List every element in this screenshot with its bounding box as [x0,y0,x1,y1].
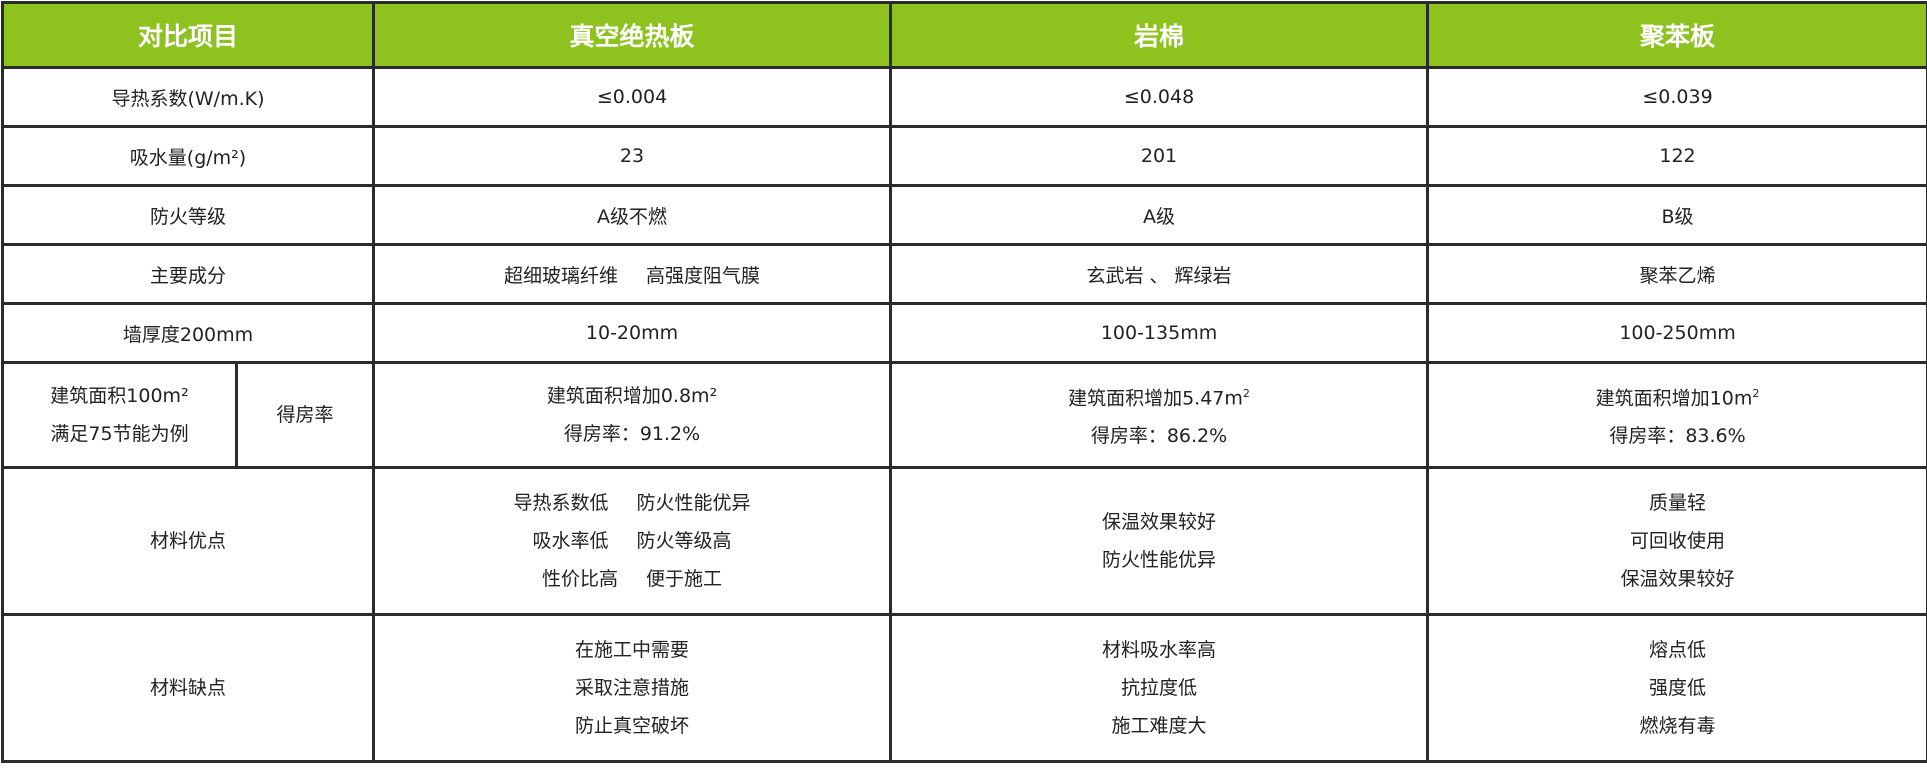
cell-text: 防止真空破坏 [375,707,889,745]
cell-text: 建筑面积增加5.47m [1068,387,1243,409]
row-label: 导热系数(W/m.K) [3,68,374,127]
cell: 保温效果较好防火性能优异 [891,468,1428,615]
cell-text: 采取注意措施 [375,669,889,707]
label-line: 建筑面积100m² [4,377,235,415]
header-row: 对比项目 真空绝热板 岩棉 聚苯板 [3,3,1927,68]
cell: 质量轻可回收使用保温效果较好 [1428,468,1927,615]
cell: B级 [1428,186,1927,245]
cell-text: 燃烧有毒 [1429,707,1926,745]
cell-text: 高强度阻气膜 [646,265,760,287]
cell-text: 熔点低 [1429,631,1926,669]
row-label: 墙厚度200mm [3,304,374,363]
table-row: 主要成分 超细玻璃纤维 高强度阻气膜 玄武岩 、 辉绿岩 聚苯乙烯 [3,245,1927,304]
cell: 超细玻璃纤维 高强度阻气膜 [374,245,891,304]
superscript: 2 [1752,387,1759,400]
header-item: 对比项目 [3,3,374,68]
cell: A级 [891,186,1428,245]
cell-text: 抗拉度低 [892,669,1426,707]
table-row: 材料优点 导热系数低防火性能优异 吸水率低防火等级高 性价比高便于施工 保温效果… [3,468,1927,615]
cell: 122 [1428,127,1927,186]
header-vacuum-panel: 真空绝热板 [374,3,891,68]
row-label: 材料优点 [3,468,374,615]
cell-text: 防火等级高 [637,530,732,552]
cell-text: 得房率：83.6% [1429,417,1926,455]
cell-text: 建筑面积增加10m [1596,387,1753,409]
cell-text: 吸水率低 防火等级高 [375,522,889,560]
cell-text: 防火性能优异 [637,492,751,514]
cell: 玄武岩 、 辉绿岩 [891,245,1428,304]
cell-text: 强度低 [1429,669,1926,707]
cell: 100-135mm [891,304,1428,363]
cell: 10-20mm [374,304,891,363]
cell-text: 得房率：86.2% [892,417,1426,455]
cell-text: 施工难度大 [892,707,1426,745]
row-label: 防火等级 [3,186,374,245]
cell-text: 在施工中需要 [375,631,889,669]
cell: ≤0.004 [374,68,891,127]
cell-text: 建筑面积增加10m2 [1429,375,1926,417]
cell: ≤0.039 [1428,68,1927,127]
cell: 导热系数低 防火性能优异 吸水率低 防火等级高 性价比高 便于施工 [374,468,891,615]
cell-text: 材料吸水率高 [892,631,1426,669]
cell-text: 防火性能优异 [892,541,1426,579]
row-label: 主要成分 [3,245,374,304]
cell-text: 性价比高 便于施工 [375,560,889,598]
cell-text: 可回收使用 [1429,522,1926,560]
table-row: 吸水量(g/m²) 23 201 122 [3,127,1927,186]
cell-text: 得房率：91.2% [375,415,889,453]
cell: 100-250mm [1428,304,1927,363]
cell: 201 [891,127,1428,186]
cell-text: 导热系数低 [514,492,609,514]
table-row: 导热系数(W/m.K) ≤0.004 ≤0.048 ≤0.039 [3,68,1927,127]
table-row: 材料缺点 在施工中需要采取注意措施防止真空破坏 材料吸水率高抗拉度低施工难度大 … [3,615,1927,762]
cell: 23 [374,127,891,186]
cell-text: 便于施工 [646,568,722,590]
cell: A级不燃 [374,186,891,245]
cell: 材料吸水率高抗拉度低施工难度大 [891,615,1428,762]
cell: 熔点低强度低燃烧有毒 [1428,615,1927,762]
cell-text: 吸水率低 [533,530,609,552]
label-line: 满足75节能为例 [4,415,235,453]
cell-text: 建筑面积增加5.47m2 [892,375,1426,417]
cell-text: 建筑面积增加0.8m² [375,377,889,415]
row-sublabel: 得房率 [237,363,374,468]
cell-text: 保温效果较好 [892,503,1426,541]
row-label: 吸水量(g/m²) [3,127,374,186]
table-row: 墙厚度200mm 10-20mm 100-135mm 100-250mm [3,304,1927,363]
header-eps-board: 聚苯板 [1428,3,1927,68]
superscript: 2 [1243,387,1250,400]
cell-text: 质量轻 [1429,484,1926,522]
cell-text: 保温效果较好 [1429,560,1926,598]
table-row: 防火等级 A级不燃 A级 B级 [3,186,1927,245]
cell: 在施工中需要采取注意措施防止真空破坏 [374,615,891,762]
cell-text: 性价比高 [542,568,618,590]
cell: 聚苯乙烯 [1428,245,1927,304]
cell-text: 超细玻璃纤维 [504,265,618,287]
header-rock-wool: 岩棉 [891,3,1428,68]
cell: ≤0.048 [891,68,1428,127]
row-label: 材料缺点 [3,615,374,762]
cell-text: 导热系数低 防火性能优异 [375,484,889,522]
